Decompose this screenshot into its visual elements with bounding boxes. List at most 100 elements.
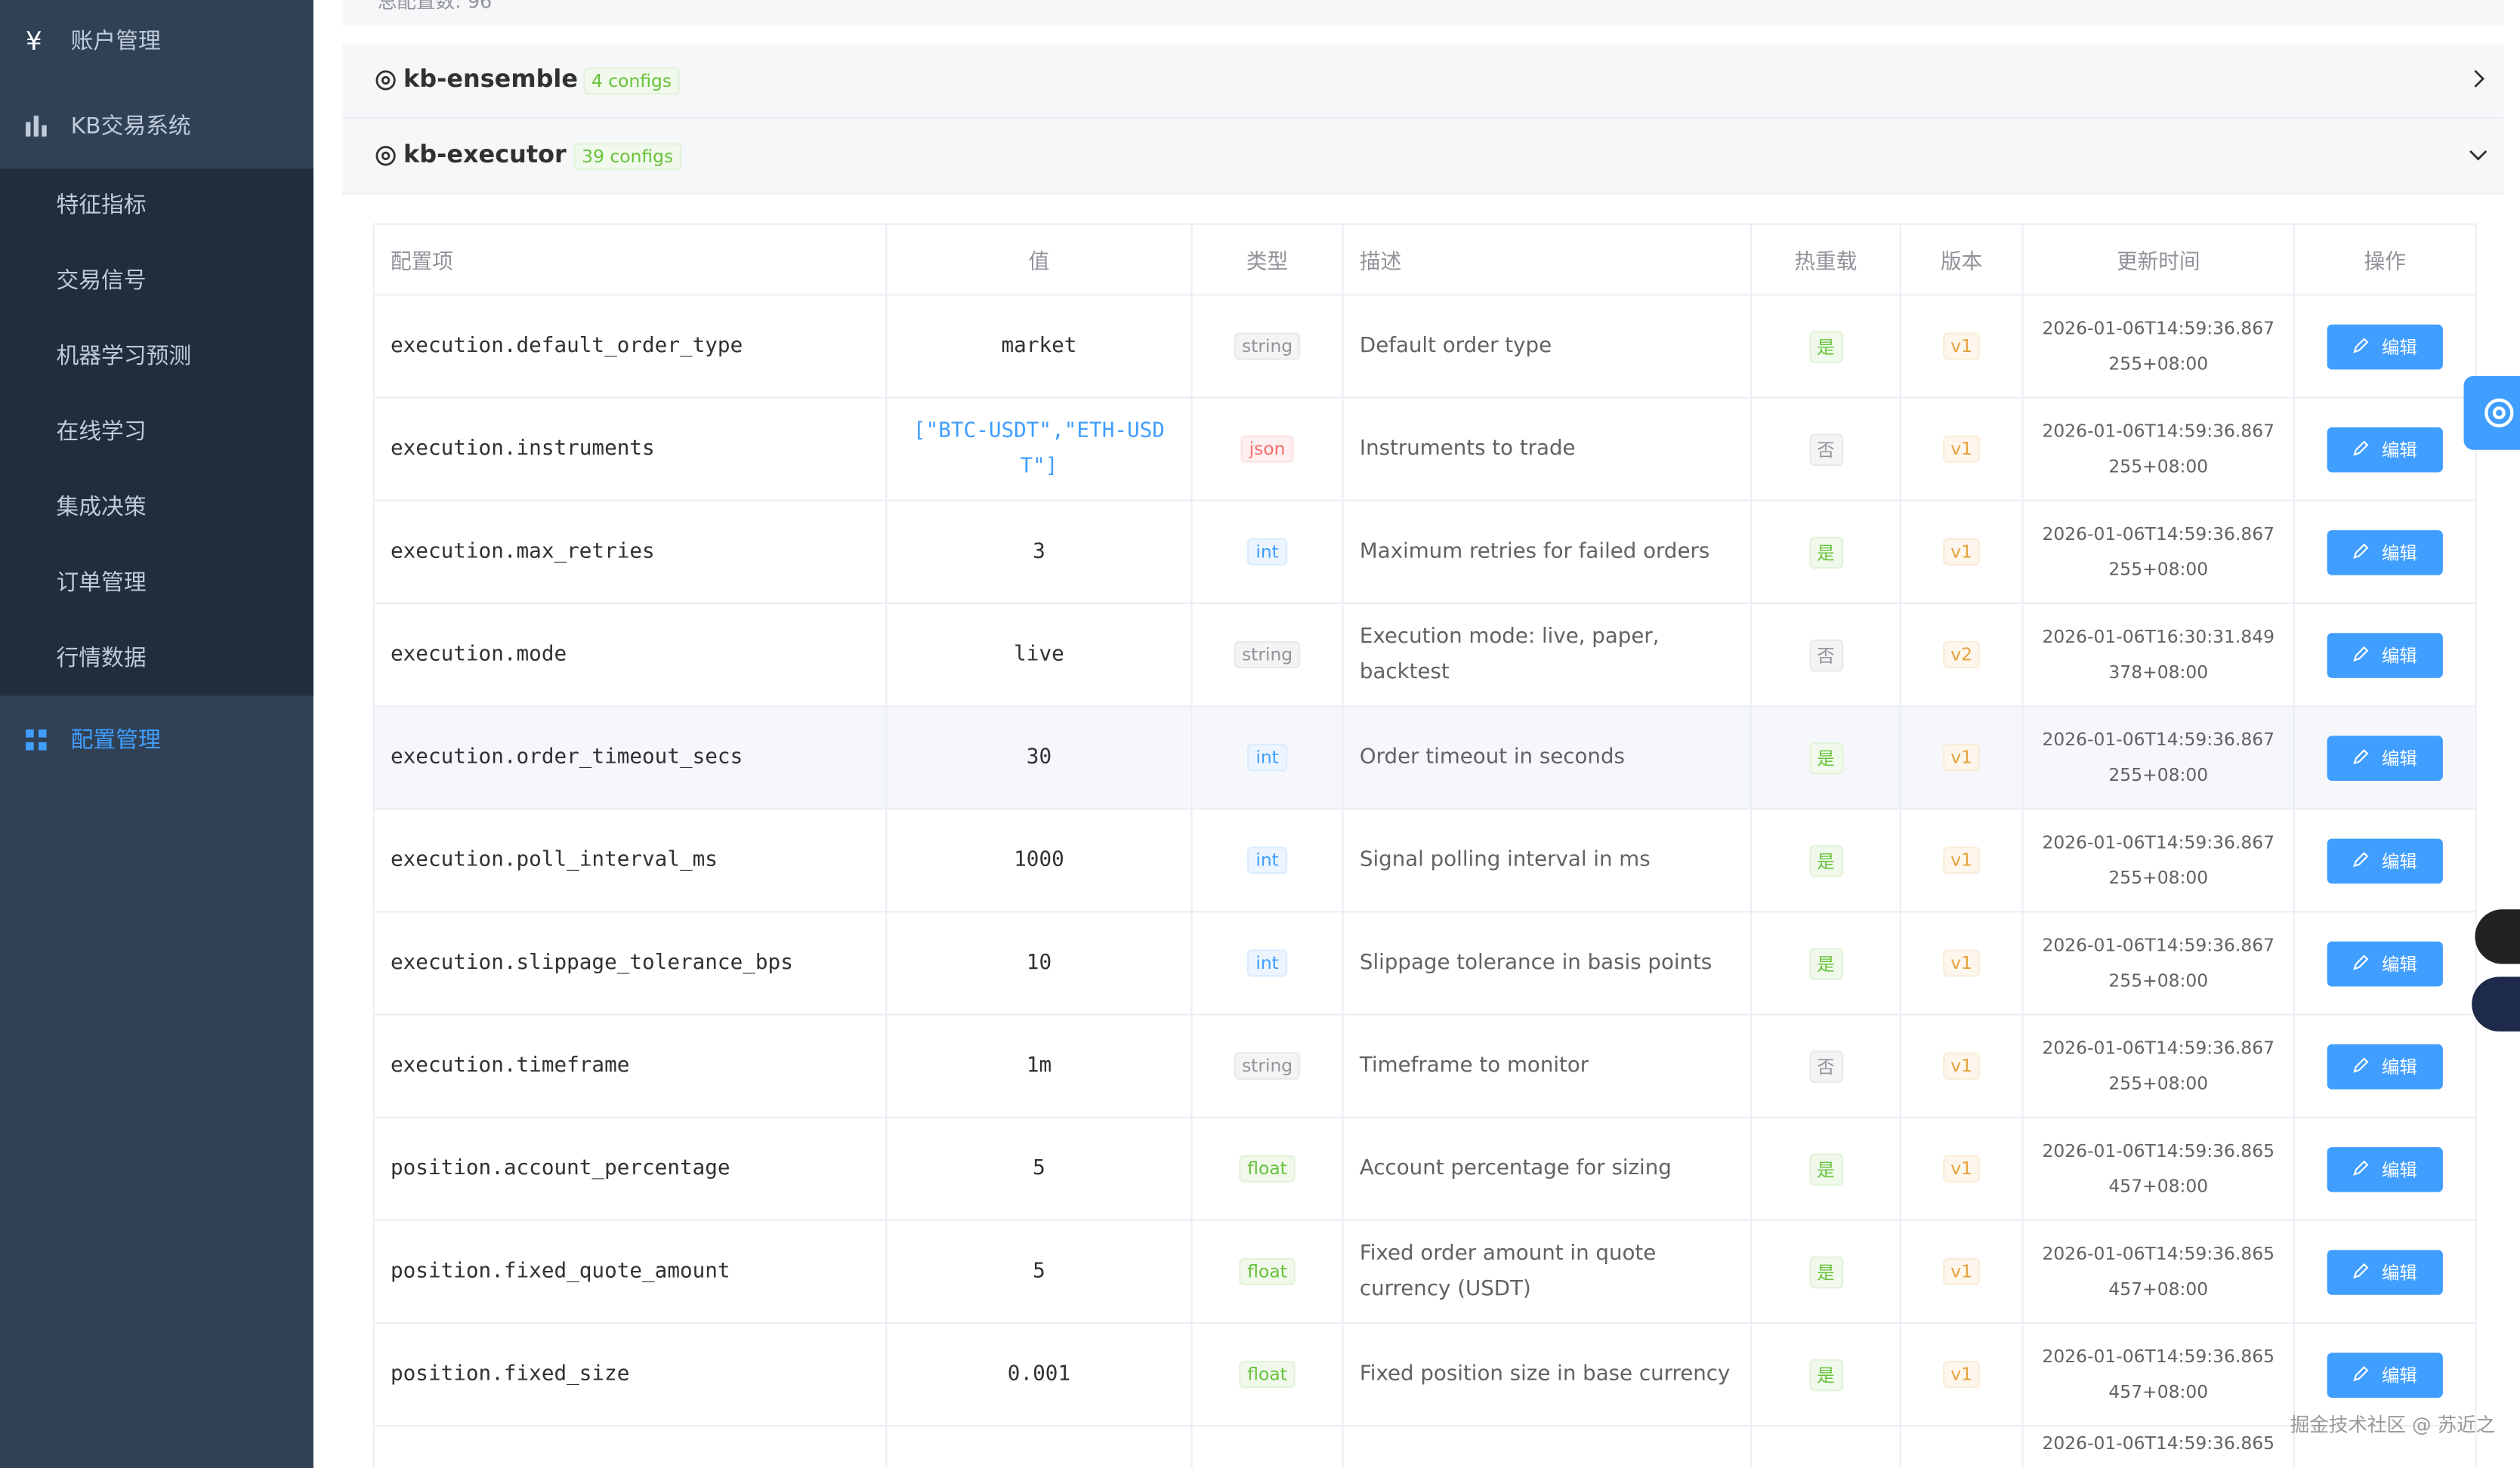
edit-label: 编辑 <box>2382 336 2417 358</box>
edit-button[interactable]: 编辑 <box>2327 323 2443 369</box>
hot-reload-tag: 是 <box>1808 1255 1843 1288</box>
hot-reload-tag: 是 <box>1808 535 1843 569</box>
main: 总配置数: 96 kb-ensemble 4 configs kb-executor… <box>313 0 2520 1468</box>
header-row: 配置项值类型 描述 热重载 版本 更新时间 操作 <box>372 223 2477 296</box>
version-cell: v1 <box>1899 1219 2024 1325</box>
version-tag: v1 <box>1942 538 1981 566</box>
version-cell: v1 <box>1899 1322 2024 1427</box>
settings-button[interactable] <box>2463 375 2520 450</box>
edit-button[interactable]: 编辑 <box>2327 1146 2443 1192</box>
action-cell: 编辑 <box>2293 911 2477 1016</box>
edit-button[interactable]: 编辑 <box>2327 1043 2443 1089</box>
submenu-item[interactable]: 特征指标 <box>56 193 147 219</box>
table-body: execution.default_order_type market string… <box>372 294 2477 1468</box>
group-header[interactable]: kb-executor 39 configs <box>342 119 2504 195</box>
action-cell: 编辑 <box>2293 1013 2477 1118</box>
edit-icon <box>2353 1262 2369 1278</box>
updated-time: 2026-01-06T14:59:36.867255+08:00 <box>2021 396 2296 501</box>
empty-cell <box>1749 1425 1901 1468</box>
updated-time: 2026-01-06T14:59:36.867255+08:00 <box>2021 911 2296 1016</box>
edit-button[interactable]: 编辑 <box>2327 632 2443 677</box>
summary: 总配置数: 96 <box>377 0 493 14</box>
edit-icon <box>2353 1159 2369 1175</box>
hot-cell: 是 <box>1749 1322 1901 1427</box>
hot-cell: 是 <box>1749 705 1901 810</box>
updated-time: 2026-01-06T14:59:36.867255+08:00 <box>2021 808 2296 913</box>
submenu-item[interactable]: 行情数据 <box>56 646 147 672</box>
description: Default order type <box>1342 294 1753 399</box>
chevron <box>2474 69 2485 88</box>
type-cell: int <box>1191 808 1344 913</box>
edit-button[interactable]: 编辑 <box>2327 940 2443 986</box>
table-row: execution.timeframe 1m string Timeframe to … <box>372 1013 2477 1118</box>
empty-cell <box>2293 1425 2477 1468</box>
edit-button[interactable]: 编辑 <box>2327 529 2443 575</box>
submenu-item[interactable]: 集成决策 <box>56 495 147 521</box>
hot-cell: 是 <box>1749 808 1901 913</box>
config-count: 4 configs <box>583 67 680 95</box>
edit-icon <box>2353 542 2369 558</box>
edit-label: 编辑 <box>2382 1056 2417 1078</box>
updated-time: 2026-01-06T14:59:36.865457+08:00 <box>2021 1219 2296 1325</box>
type-tag: json <box>1241 435 1294 463</box>
menu-label: 配置管理 <box>70 727 161 754</box>
version-cell: v1 <box>1899 1116 2024 1221</box>
menu-item[interactable]: KB交易系统 <box>0 87 313 167</box>
config-value: 3 <box>885 499 1193 604</box>
empty-cell <box>1899 1425 2024 1468</box>
menu-item[interactable]: ¥ 账户管理 <box>0 2 313 82</box>
hot-cell: 否 <box>1749 396 1901 501</box>
config-key: execution.mode <box>372 602 888 708</box>
type-tag: string <box>1234 1052 1301 1080</box>
type-tag: int <box>1247 949 1287 977</box>
version-cell: v1 <box>1899 808 2024 913</box>
column-header: 操作 <box>2293 223 2477 296</box>
version-tag: v1 <box>1942 1052 1981 1080</box>
submenu-item[interactable]: 订单管理 <box>56 570 147 597</box>
type-tag: string <box>1234 332 1301 360</box>
float-button[interactable] <box>2475 909 2520 964</box>
edit-icon <box>2353 439 2369 455</box>
edit-button[interactable]: 编辑 <box>2327 837 2443 884</box>
table-row: position.account_percentage 5 float Account… <box>372 1116 2477 1221</box>
edit-icon <box>2353 1365 2369 1381</box>
type-cell: int <box>1191 705 1344 810</box>
version-tag: v1 <box>1942 1155 1981 1183</box>
column-header: 描述 <box>1342 223 1753 296</box>
config-value: ["BTC-USDT","ETH-USDT"] <box>885 396 1193 501</box>
column-header: 类型 <box>1191 223 1344 296</box>
hot-reload-tag: 否 <box>1808 1050 1843 1082</box>
version-cell: v1 <box>1899 1013 2024 1118</box>
edit-button[interactable]: 编辑 <box>2327 1249 2443 1294</box>
float-button[interactable] <box>2472 976 2520 1032</box>
submenu-item[interactable]: 机器学习预测 <box>56 344 192 370</box>
version-tag: v1 <box>1942 332 1981 360</box>
config-value: 10 <box>885 911 1193 1016</box>
submenu-item[interactable]: 在线学习 <box>56 419 147 446</box>
type-cell: float <box>1191 1219 1344 1325</box>
edit-button[interactable]: 编辑 <box>2327 735 2443 780</box>
hot-cell: 是 <box>1749 499 1901 604</box>
config-key: execution.timeframe <box>372 1013 888 1118</box>
version-tag: v1 <box>1942 1257 1981 1286</box>
edit-icon <box>2353 1056 2369 1072</box>
config-value: market <box>885 294 1193 399</box>
table-row: execution.poll_interval_ms 1000 int Signal … <box>372 808 2477 913</box>
table-row: execution.mode live string Execution mode: … <box>372 602 2477 708</box>
version-cell: v1 <box>1899 705 2024 810</box>
type-cell: string <box>1191 1013 1344 1118</box>
table-row: execution.default_order_type market string… <box>372 294 2477 399</box>
edit-label: 编辑 <box>2382 439 2417 461</box>
edit-button[interactable]: 编辑 <box>2327 426 2443 472</box>
column-header: 版本 <box>1899 223 2024 296</box>
menu-item-active[interactable]: 配置管理 <box>0 701 313 781</box>
edit-button[interactable]: 编辑 <box>2327 1352 2443 1397</box>
watermark: 掘金技术社区 @ 苏近之 <box>2290 1414 2496 1437</box>
submenu-item[interactable]: 交易信号 <box>56 268 147 295</box>
column-header: 更新时间 <box>2021 223 2296 296</box>
group-header[interactable]: kb-ensemble 4 configs <box>342 43 2504 119</box>
type-cell: string <box>1191 294 1344 399</box>
description: Fixed order amount in quote currency (US… <box>1342 1219 1753 1325</box>
